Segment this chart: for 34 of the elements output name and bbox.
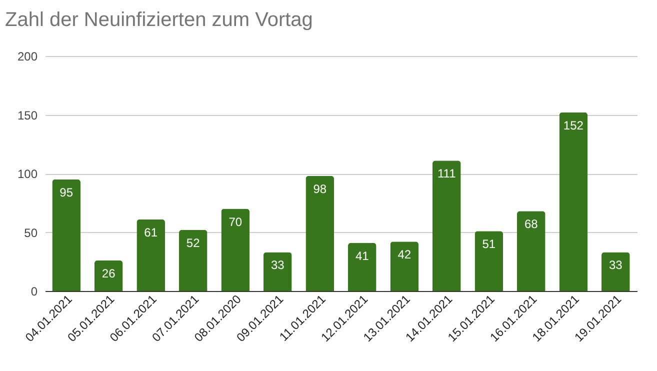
bar [432, 160, 461, 291]
bar [136, 219, 166, 291]
bar [306, 176, 334, 291]
data-label: 26 [102, 266, 116, 280]
bar [474, 231, 504, 291]
y-tick-label: 200 [17, 50, 38, 64]
data-label: 51 [482, 237, 496, 252]
y-tick-label: 0 [30, 284, 38, 298]
data-label: 33 [270, 258, 285, 272]
data-label: 95 [60, 185, 74, 200]
bar [348, 242, 376, 291]
bar [221, 208, 250, 291]
y-tick-label: 50 [24, 226, 38, 240]
bar [390, 242, 419, 291]
data-label: 42 [398, 248, 412, 262]
data-label: 52 [186, 236, 200, 250]
data-label: 33 [608, 258, 623, 272]
data-label: 41 [355, 248, 370, 263]
data-label: 68 [524, 217, 538, 232]
chart-title: Zahl der Neuinfizierten zum Vortag [5, 9, 313, 31]
bar [52, 179, 80, 291]
bar [263, 252, 292, 291]
bar [516, 211, 546, 291]
y-tick-label: 100 [17, 167, 38, 181]
data-label: 61 [144, 225, 158, 240]
data-label: 111 [438, 166, 456, 181]
bar [602, 252, 630, 291]
bar [178, 230, 208, 291]
bar [94, 260, 123, 291]
data-label: 98 [313, 182, 327, 196]
y-tick-label: 150 [17, 108, 38, 122]
bar [559, 112, 588, 291]
data-label: 70 [228, 214, 242, 229]
data-label: 152 [563, 118, 584, 132]
